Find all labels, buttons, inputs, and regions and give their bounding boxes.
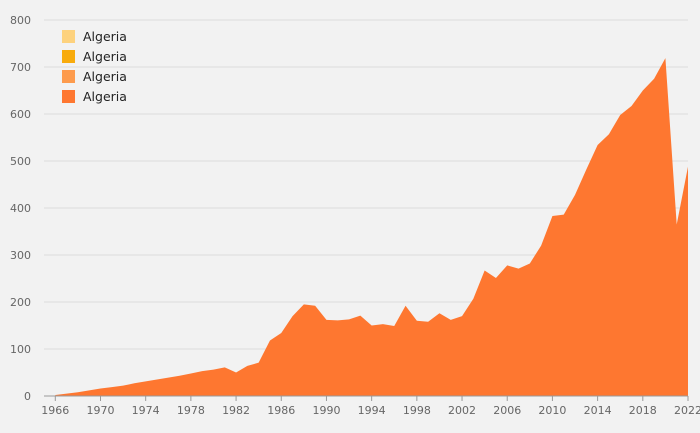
x-tick-label: 1998 [403,404,431,417]
y-tick-label: 200 [10,296,31,309]
legend-item[interactable]: Algeria [62,86,127,106]
x-tick-label: 2018 [629,404,657,417]
x-tick-label: 2014 [584,404,612,417]
legend-item[interactable]: Algeria [62,46,127,66]
area-series-fill [55,58,689,396]
axes [44,395,689,401]
legend-label: Algeria [83,68,127,84]
x-tick-label: 2002 [448,404,476,417]
x-axis-labels: 1966 1970 1974 1978 1982 1986 1990 1994 1998 2002… [41,404,700,417]
legend-swatch [62,49,75,63]
y-axis-labels: 0 100 200 300 400 500 600 700 800 [10,14,31,403]
legend-label: Algeria [83,28,127,44]
x-tick-label: 2006 [493,404,521,417]
y-tick-label: 400 [10,202,31,215]
legend-item[interactable]: Algeria [62,26,127,46]
y-tick-label: 300 [10,249,31,262]
legend-label: Algeria [83,48,127,64]
legend-label: Algeria [83,88,127,104]
x-tick-label: 1966 [41,404,69,417]
y-tick-label: 500 [10,155,31,168]
x-tick-label: 1970 [86,404,114,417]
y-tick-label: 0 [24,390,31,403]
x-tick-label: 1994 [358,404,386,417]
y-tick-label: 100 [10,343,31,356]
x-tick-label: 2010 [538,404,566,417]
gridlines [44,19,688,350]
area-series [55,58,689,396]
x-tick-label: 1974 [132,404,160,417]
x-tick-label: 1990 [312,404,340,417]
x-tick-label: 1978 [177,404,205,417]
x-tick-label: 1986 [267,404,295,417]
legend-swatch [62,69,75,83]
x-tick-label: 2022 [674,404,700,417]
y-tick-label: 600 [10,108,31,121]
y-tick-label: 800 [10,14,31,27]
x-tick-label: 1982 [222,404,250,417]
legend: Algeria Algeria Algeria Algeria [62,26,127,106]
y-tick-label: 700 [10,61,31,74]
legend-item[interactable]: Algeria [62,66,127,86]
legend-swatch [62,89,75,103]
legend-swatch [62,29,75,43]
